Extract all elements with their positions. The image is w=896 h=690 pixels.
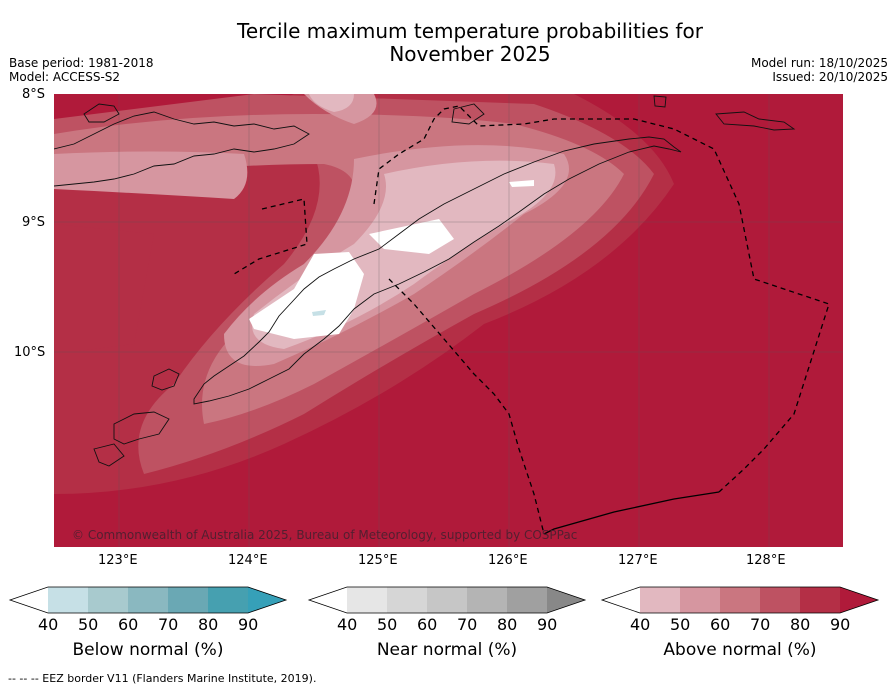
tick: 90 bbox=[830, 615, 851, 634]
title-line-1: Tercile maximum temperature probabilitie… bbox=[237, 19, 703, 43]
colorbar-segment bbox=[427, 587, 467, 613]
colorbar-arrow-high bbox=[840, 587, 878, 613]
island-coastline-6 bbox=[93, 443, 125, 467]
tick: 80 bbox=[497, 615, 518, 634]
flores-coastline bbox=[54, 111, 310, 187]
colorbar-segment bbox=[760, 587, 800, 613]
colorbar-arrow-high bbox=[248, 587, 286, 613]
above-normal-80-band-west bbox=[54, 224, 154, 354]
tick: 70 bbox=[158, 615, 179, 634]
colorbar-segment bbox=[88, 587, 128, 613]
island-coastline-1 bbox=[83, 103, 120, 123]
lon-label-125e: 125°E bbox=[358, 553, 398, 568]
colorbar-segment bbox=[720, 587, 760, 613]
tick: 60 bbox=[118, 615, 139, 634]
tick: 90 bbox=[537, 615, 558, 634]
colorbar-segment bbox=[387, 587, 427, 613]
lat-label-10s: 10°S bbox=[14, 345, 46, 360]
eez-footnote: -- -- -- EEZ border V11 (Flanders Marine… bbox=[8, 672, 317, 685]
island-coastline-5 bbox=[113, 411, 170, 445]
lon-label-124e: 124°E bbox=[228, 553, 268, 568]
eez-border-west bbox=[233, 198, 308, 275]
colorbar-segment bbox=[467, 587, 507, 613]
graticule bbox=[54, 94, 843, 547]
above-normal-colorbar bbox=[600, 586, 880, 614]
lon-label-123e: 123°E bbox=[98, 553, 138, 568]
lon-label-128e: 128°E bbox=[746, 553, 786, 568]
eez-border-solid bbox=[543, 491, 720, 535]
above-normal-50-band-west bbox=[54, 151, 248, 199]
tick: 40 bbox=[337, 615, 358, 634]
colorbar-segment bbox=[48, 587, 88, 613]
copyright-notice: © Commonwealth of Australia 2025, Bureau… bbox=[72, 528, 577, 542]
above-normal-40-band-north bbox=[309, 94, 354, 112]
colorbar-arrow-high bbox=[547, 587, 585, 613]
colorbar-segment bbox=[800, 587, 840, 613]
probability-map[interactable]: © Commonwealth of Australia 2025, Bureau… bbox=[54, 94, 843, 547]
lon-label-127e: 127°E bbox=[618, 553, 658, 568]
colorbar-outline bbox=[8, 586, 288, 614]
lon-label-126e: 126°E bbox=[488, 553, 528, 568]
colorbar-arrow-low bbox=[309, 587, 347, 613]
island-coastline-3 bbox=[653, 95, 667, 108]
colorbar-arrow-low bbox=[602, 587, 640, 613]
tick: 40 bbox=[630, 615, 651, 634]
near-normal-colorbar bbox=[307, 586, 587, 614]
tick: 60 bbox=[417, 615, 438, 634]
lat-label-8s: 8°S bbox=[22, 87, 46, 102]
eez-border-south bbox=[388, 278, 545, 535]
colorbar-segment bbox=[168, 587, 208, 613]
issued-date: Issued: 20/10/2025 bbox=[772, 70, 888, 84]
colorbar-segment bbox=[640, 587, 680, 613]
base-period: Base period: 1981-2018 bbox=[9, 56, 154, 70]
tick: 90 bbox=[238, 615, 259, 634]
colorbars bbox=[8, 586, 880, 614]
colorbar-segment bbox=[507, 587, 547, 613]
tick: 50 bbox=[377, 615, 398, 634]
island-coastline-2 bbox=[451, 103, 485, 125]
above-normal-label: Above normal (%) bbox=[663, 640, 817, 660]
colorbar-segment bbox=[680, 587, 720, 613]
model-name: Model: ACCESS-S2 bbox=[9, 70, 121, 84]
tick: 80 bbox=[790, 615, 811, 634]
chart-title: Tercile maximum temperature probabilitie… bbox=[0, 20, 896, 66]
tick: 80 bbox=[198, 615, 219, 634]
tick: 70 bbox=[750, 615, 771, 634]
title-line-2: November 2025 bbox=[389, 42, 551, 66]
tick: 60 bbox=[710, 615, 731, 634]
tick: 50 bbox=[670, 615, 691, 634]
colorbar-segment bbox=[128, 587, 168, 613]
model-run: Model run: 18/10/2025 bbox=[750, 56, 888, 70]
low-probability-zone-2 bbox=[509, 180, 534, 187]
tick: 40 bbox=[38, 615, 59, 634]
colorbar-segment bbox=[347, 587, 387, 613]
below-normal-speck bbox=[312, 310, 326, 316]
tick: 50 bbox=[78, 615, 99, 634]
island-coastline-rote bbox=[151, 368, 180, 391]
island-coastline-4 bbox=[715, 111, 796, 131]
below-normal-label: Below normal (%) bbox=[72, 640, 224, 660]
colorbar-outline bbox=[307, 586, 587, 614]
colorbar-segment bbox=[208, 587, 248, 613]
tick: 70 bbox=[457, 615, 478, 634]
colorbar-arrow-low bbox=[10, 587, 48, 613]
lat-label-9s: 9°S bbox=[22, 215, 46, 230]
below-normal-colorbar bbox=[8, 586, 288, 614]
eez-border-east bbox=[373, 105, 830, 493]
low-probability-zone-1 bbox=[369, 219, 454, 254]
timor-coastline bbox=[193, 136, 682, 405]
colorbar-outline bbox=[600, 586, 880, 614]
near-normal-label: Near normal (%) bbox=[376, 640, 518, 660]
